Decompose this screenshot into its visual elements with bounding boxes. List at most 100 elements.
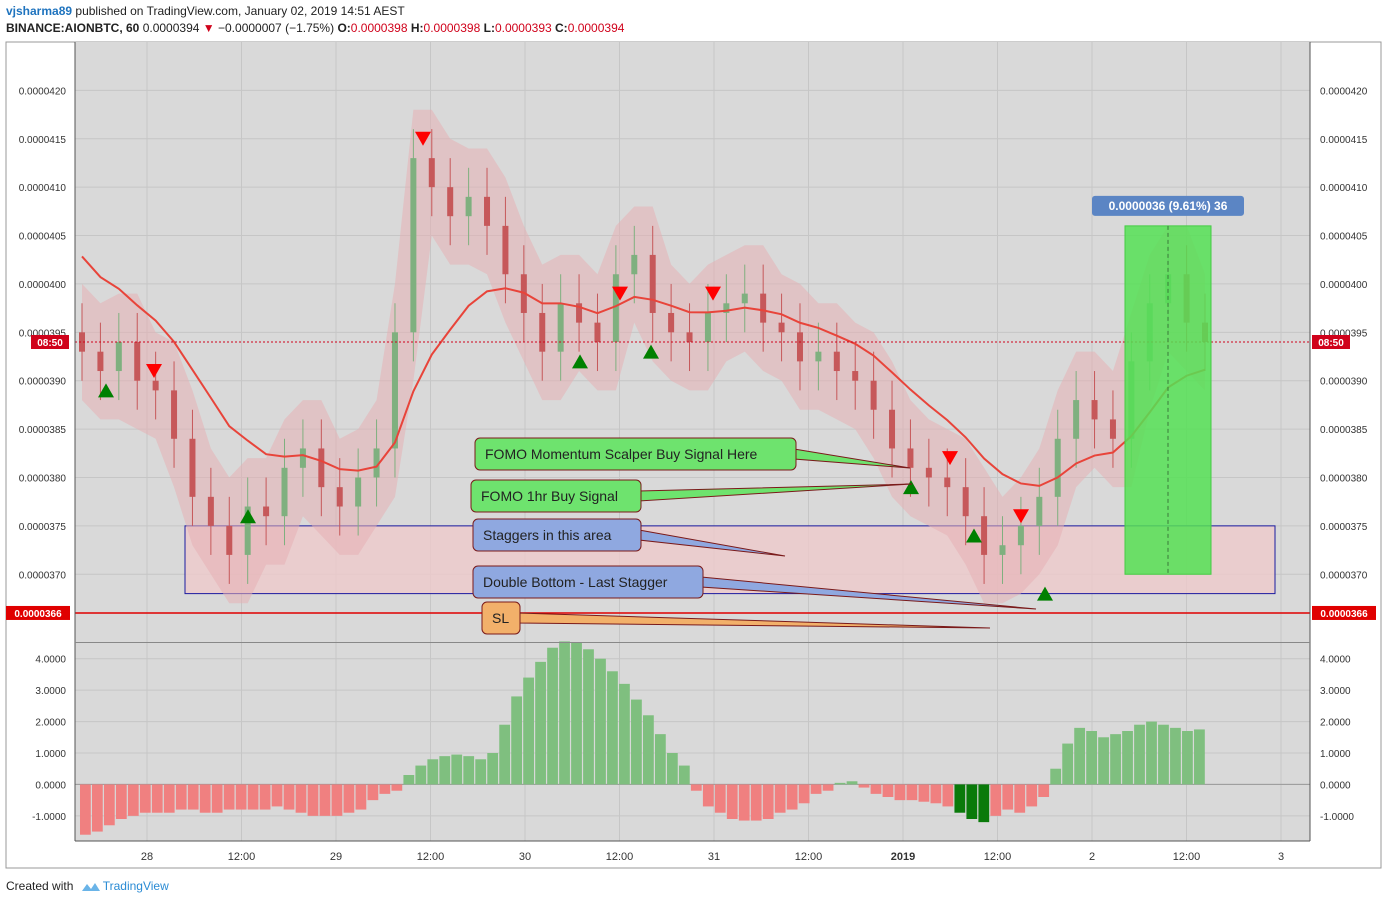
candle-body xyxy=(594,322,601,342)
histogram-bar xyxy=(547,647,558,785)
author-link[interactable]: vjsharma89 xyxy=(6,4,73,18)
histogram-bar xyxy=(595,658,606,785)
histogram-bar xyxy=(1074,727,1086,785)
candle-body xyxy=(134,342,141,381)
histogram-bar xyxy=(834,782,846,785)
callout-momentum-buy-box xyxy=(474,437,797,471)
current-price-tag-left-text: 08:50 xyxy=(37,338,63,349)
histogram-bar xyxy=(990,784,1002,816)
osc-tick-label-right: 2.0000 xyxy=(1320,718,1351,729)
y-tick-label-right: 0.0000395 xyxy=(1320,328,1368,339)
buy-signal-arrow-icon xyxy=(903,480,919,495)
candle-body xyxy=(778,322,785,333)
histogram-bar xyxy=(607,671,618,785)
annotations[interactable]: FOMO Momentum Scalper Buy Signal Here FOM… xyxy=(470,437,1037,635)
tradingview-link[interactable]: TradingView xyxy=(102,879,169,893)
x-tick-label: 12:00 xyxy=(984,851,1012,863)
histogram-bar xyxy=(786,784,798,810)
callout-momentum-buy-text: FOMO Momentum Scalper Buy Signal Here xyxy=(485,446,758,462)
close-label: C: xyxy=(555,21,568,35)
histogram-bar xyxy=(1158,724,1169,785)
histogram-bar xyxy=(1194,729,1205,785)
y-tick-label-left: 0.0000400 xyxy=(19,280,67,291)
y-tick-label-left: 0.0000370 xyxy=(19,570,67,581)
osc-tick-label-left: 2.0000 xyxy=(35,718,66,729)
histogram-bar xyxy=(223,784,235,810)
histogram-bar xyxy=(283,784,295,810)
measure-tool[interactable]: 0.0000036 (9.61%) 36 xyxy=(1092,195,1244,575)
price-change: −0.0000007 (−1.75%) xyxy=(218,21,335,35)
histogram-bar xyxy=(199,784,211,813)
sell-signal-arrow-icon xyxy=(942,451,958,466)
callout-double-bottom-box xyxy=(472,565,704,599)
y-tick-label-left: 0.0000420 xyxy=(19,86,67,97)
callout-staggers-box xyxy=(472,518,642,552)
y-tick-label-right: 0.0000385 xyxy=(1320,425,1368,436)
candle-body xyxy=(741,293,748,304)
histogram-bar xyxy=(654,734,666,785)
histogram-bar xyxy=(571,643,582,785)
histogram-bar xyxy=(906,784,918,801)
histogram-bar xyxy=(798,784,810,804)
candle-body xyxy=(649,254,656,313)
candle-body xyxy=(668,312,675,333)
candle-body xyxy=(428,158,435,188)
candle-body xyxy=(815,351,822,362)
publish-line: vjsharma89 published on TradingView.com,… xyxy=(6,4,405,18)
candle-body xyxy=(1091,400,1098,420)
low-label: L: xyxy=(483,21,495,35)
histogram-bar xyxy=(918,784,930,802)
candle-body xyxy=(97,351,104,372)
callout-sl-text: SL xyxy=(492,610,509,626)
histogram-bar xyxy=(978,784,990,823)
callout-sl-box xyxy=(481,601,521,635)
x-tick-label: 28 xyxy=(141,851,153,863)
sell-signal-arrow-icon xyxy=(612,286,628,301)
candle-body xyxy=(152,380,159,391)
y-tick-label-left: 0.0000410 xyxy=(19,183,67,194)
candle-body xyxy=(1017,525,1024,546)
y-tick-label-right: 0.0000380 xyxy=(1320,473,1368,484)
candle-body xyxy=(907,448,914,468)
histogram-bar xyxy=(846,781,858,785)
candle-body xyxy=(723,303,730,313)
histogram-bar xyxy=(1146,721,1157,785)
candle-body xyxy=(244,506,251,555)
histogram-bar xyxy=(1182,731,1193,785)
histogram-bar xyxy=(235,784,247,810)
histogram-bar xyxy=(954,784,966,813)
histogram-bar xyxy=(187,784,199,810)
x-tick-label: 29 xyxy=(330,851,342,863)
histogram-bar xyxy=(115,784,127,819)
histogram-bar xyxy=(127,784,139,816)
histogram-bar xyxy=(966,784,978,819)
y-tick-label-left: 0.0000385 xyxy=(19,425,67,436)
osc-tick-label-left: 1.0000 xyxy=(35,749,66,760)
y-tick-label-right: 0.0000405 xyxy=(1320,232,1368,243)
y-tick-label-right: 0.0000370 xyxy=(1320,570,1368,581)
histogram-bar xyxy=(247,784,259,810)
candle-body xyxy=(336,487,343,507)
histogram-bar xyxy=(1002,784,1014,810)
high-value: 0.0000398 xyxy=(423,21,481,35)
osc-tick-label-right: 3.0000 xyxy=(1320,686,1351,697)
histogram-bar xyxy=(1122,731,1133,785)
histogram-bar xyxy=(427,759,439,785)
x-tick-label: 31 xyxy=(708,851,720,863)
histogram-bar xyxy=(415,765,427,785)
candle-body xyxy=(870,380,877,410)
histogram-bar xyxy=(355,784,367,810)
high-label: H: xyxy=(410,21,424,35)
current-price-tag-left xyxy=(31,335,69,349)
osc-tick-label-right: -1.0000 xyxy=(1320,812,1354,823)
candle-body xyxy=(796,332,803,362)
y-tick-label-right: 0.0000410 xyxy=(1320,183,1368,194)
x-tick-label: 3 xyxy=(1278,851,1284,863)
histogram-bar xyxy=(714,784,726,813)
histogram-bar xyxy=(1050,768,1062,785)
histogram-bar xyxy=(475,759,487,785)
histogram-bar xyxy=(1062,743,1074,785)
histogram-bar xyxy=(487,753,499,785)
histogram-bar xyxy=(151,784,163,813)
